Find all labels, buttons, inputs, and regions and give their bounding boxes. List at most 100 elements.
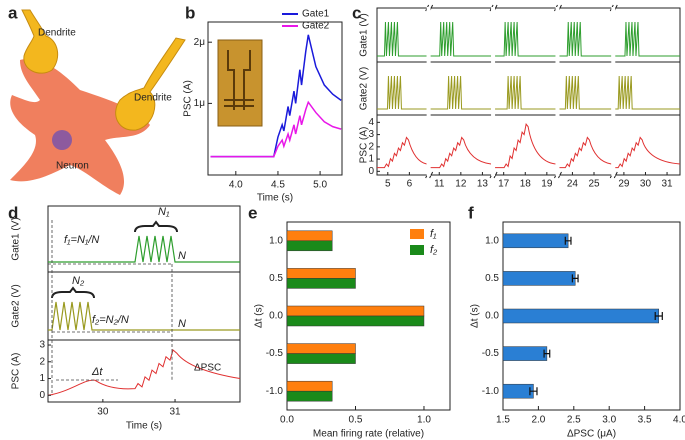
- x-tick-label: 12: [455, 179, 467, 190]
- y-tick-label: 0: [368, 166, 374, 177]
- nucleus: [52, 130, 72, 150]
- y-tick-label: 4: [368, 117, 374, 128]
- bar: [286, 353, 356, 364]
- gate-pulses: [559, 21, 612, 57]
- y-tick-label: -1.0: [266, 386, 284, 397]
- x-tick-label: 19: [541, 179, 553, 190]
- bar: [286, 343, 356, 354]
- x-tick-label: 5.0: [313, 180, 327, 191]
- y-tick-label: 1.0: [269, 235, 283, 246]
- annotation: ΔPSC: [194, 363, 221, 374]
- error-bar: [654, 312, 663, 320]
- legend-swatch: [410, 229, 424, 239]
- y-tick-label: -0.5: [482, 348, 500, 359]
- gate-pulses: [495, 21, 556, 57]
- x-tick-label: 13: [477, 179, 489, 190]
- legend-label: f₂: [430, 244, 438, 256]
- x-tick-label: 4.0: [673, 415, 685, 426]
- dendrite: [21, 9, 59, 74]
- neuron-illustration: [10, 9, 186, 195]
- gate-pulses: [48, 301, 240, 331]
- y-tick-label: 1: [39, 373, 45, 384]
- y-tick-label: -1.0: [482, 386, 500, 397]
- y-tick-label: 0.0: [485, 311, 499, 322]
- gate-pulses: [430, 21, 492, 57]
- psc-trace: [430, 136, 492, 169]
- bar: [502, 383, 534, 399]
- y-tick-label: 2: [368, 141, 374, 152]
- gate-pulses: [559, 75, 612, 110]
- neuron-body: [10, 59, 150, 195]
- psc-trace: [615, 136, 681, 169]
- axis-gap: [491, 7, 496, 176]
- axis-gap: [611, 7, 616, 176]
- x-tick-label: 6: [407, 179, 413, 190]
- axes-frame: [376, 114, 681, 176]
- x-tick-label: 30: [97, 407, 109, 418]
- axis-title: Gate2 (V): [11, 284, 22, 327]
- axes-frame: [207, 21, 343, 176]
- y-tick-label: 0.5: [485, 273, 499, 284]
- panel-letter: d: [8, 203, 18, 222]
- annotation: N₂: [72, 275, 85, 287]
- psc-trace: [377, 136, 427, 169]
- y-tick-label: 2: [39, 356, 45, 367]
- x-tick-label: 4.0: [229, 180, 243, 191]
- axis-title: Δt (s): [254, 304, 265, 328]
- inset-photo: [217, 39, 263, 127]
- y-tick-label: 3: [39, 340, 45, 351]
- legend-label: f₁: [430, 228, 437, 240]
- legend-swatch: [410, 245, 424, 255]
- x-tick-label: 25: [588, 179, 600, 190]
- inset-electrodes: [224, 50, 254, 110]
- error-bar: [564, 236, 572, 245]
- axis-title: Gate1 (V): [11, 217, 22, 260]
- axis-gap: [426, 7, 431, 176]
- annotation: Δt: [91, 366, 103, 378]
- panel-letter: a: [8, 3, 18, 22]
- axes-frame: [47, 339, 241, 403]
- gate-pulses: [495, 75, 556, 110]
- x-tick-label: 30: [640, 179, 652, 190]
- panel-letter: c: [352, 3, 361, 22]
- illustration-label: Dendrite: [38, 28, 76, 39]
- gate-pulses: [615, 21, 680, 57]
- illustration-label: Dendrite: [134, 93, 172, 104]
- bar: [286, 390, 333, 402]
- x-tick-label: 2.5: [567, 415, 581, 426]
- bar: [502, 308, 660, 324]
- psc-trace: [47, 349, 241, 396]
- bar: [286, 268, 356, 279]
- bar: [286, 230, 333, 242]
- axis-title: Gate2 (V): [359, 67, 370, 110]
- axis-title: ΔPSC (μA): [567, 429, 616, 440]
- y-tick-label: 0.5: [269, 273, 283, 284]
- y-tick-label: 0: [39, 390, 45, 401]
- axis-gap: [555, 7, 560, 176]
- x-tick-label: 31: [169, 407, 181, 418]
- brace: [134, 220, 178, 233]
- axis-title: Time (s): [126, 421, 162, 432]
- legend-label: Gate1: [302, 9, 330, 20]
- annotation: f₁=N₁/N: [64, 234, 99, 246]
- y-tick-label: 1: [368, 154, 374, 165]
- x-tick-label: 4.5: [271, 180, 285, 191]
- x-tick-label: 1.5: [496, 415, 510, 426]
- x-tick-label: 5: [385, 179, 391, 190]
- annotation: f₂=N₂/N: [92, 314, 129, 326]
- bar: [286, 240, 333, 252]
- x-tick-label: 31: [661, 179, 673, 190]
- axis-title: PSC (A): [183, 80, 194, 117]
- bar: [286, 278, 356, 289]
- guides: [48, 220, 173, 396]
- y-tick-label: 1μ: [194, 98, 206, 109]
- error-bar: [543, 349, 551, 358]
- gate-pulses: [377, 75, 427, 110]
- bar: [286, 305, 425, 317]
- gate-pulses: [48, 235, 240, 263]
- y-tick-label: 0.0: [269, 311, 283, 322]
- x-tick-label: 17: [498, 179, 510, 190]
- axis-title: PSC (A): [359, 127, 370, 164]
- panel-letter: f: [468, 203, 474, 222]
